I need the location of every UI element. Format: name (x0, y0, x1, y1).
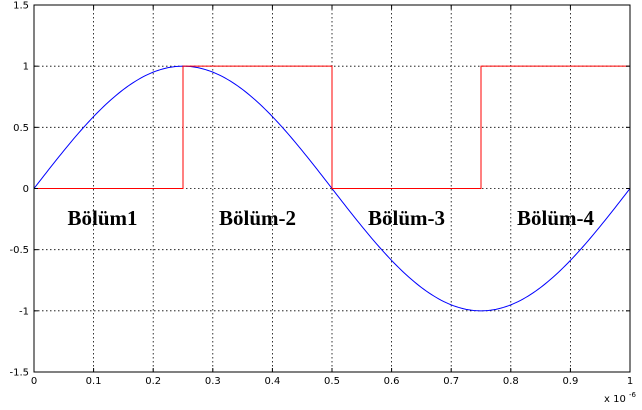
x-tick-label: 0.9 (562, 376, 578, 387)
y-tick-label: -1 (19, 306, 29, 317)
y-tick-label: -1.5 (9, 368, 29, 379)
square-wave-series-line (34, 65, 630, 189)
region-label: Bölüm-3 (368, 206, 445, 230)
x-tick-label: 0.4 (264, 376, 280, 387)
x-tick-label: 0.2 (145, 376, 161, 387)
x-axis-exponent-power: -6 (629, 391, 637, 399)
region-label: Bölüm-2 (219, 206, 296, 230)
y-tick-label: 1.5 (13, 1, 29, 12)
x-tick-label: 0.1 (86, 376, 102, 387)
x-tick-label: 1 (627, 376, 633, 387)
region-label: Bölüm1 (68, 206, 138, 230)
x-tick-label: 0.5 (324, 376, 340, 387)
y-tick-label: 1 (23, 62, 29, 73)
x-tick-label: 0 (31, 376, 37, 387)
ticks: 0 0.1 0.2 0.3 0.4 0.5 0.6 0.7 0.8 0.9 1 -1.5 -1 -0.5 0… (9, 1, 633, 388)
x-axis-exponent-prefix: x 10 (604, 394, 626, 405)
x-tick-label: 0.6 (384, 376, 400, 387)
y-tick-label: 0 (23, 184, 29, 195)
annotations: Bölüm1 Bölüm-2 Bölüm-3 Bölüm-4 (68, 206, 595, 230)
x-tick-label: 0.8 (503, 376, 519, 387)
region-label: Bölüm-4 (517, 206, 595, 230)
x-tick-label: 0.7 (443, 376, 459, 387)
series-layer (33, 65, 631, 312)
y-tick-label: -0.5 (9, 245, 29, 256)
x-axis-exponent-label: x 10 -6 (604, 391, 637, 405)
x-tick-label: 0.3 (205, 376, 221, 387)
y-tick-label: 0.5 (13, 123, 29, 134)
